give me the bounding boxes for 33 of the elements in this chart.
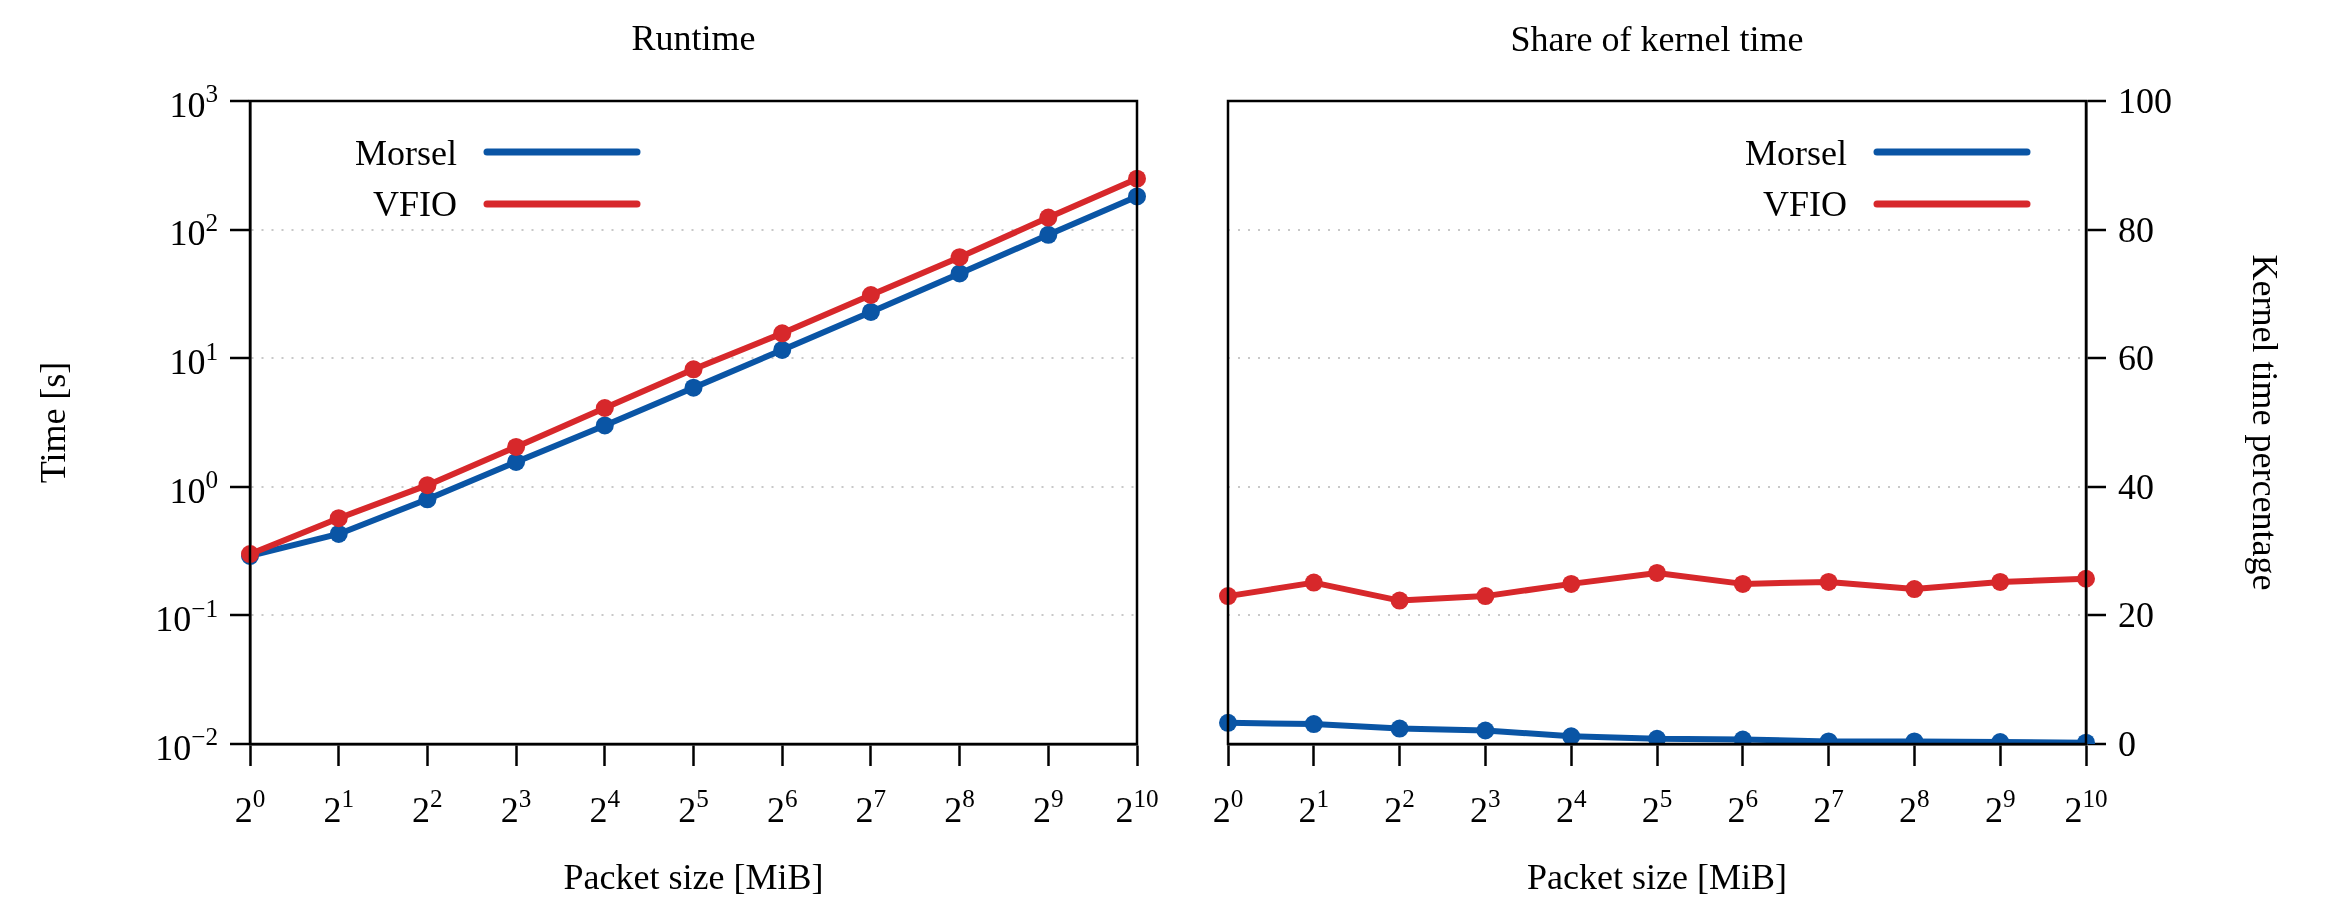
legend-label: VFIO <box>1762 184 1848 224</box>
point <box>861 286 880 305</box>
y2-tick-label: 100 <box>2118 81 2172 121</box>
point <box>684 378 703 397</box>
point <box>773 324 792 343</box>
point <box>684 360 703 379</box>
y2-tick-label: 20 <box>2118 595 2154 636</box>
y2-tick-label: 80 <box>2118 209 2154 250</box>
x-axis-title: Packet size [MiB] <box>563 857 824 897</box>
y2-tick-label: 40 <box>2118 466 2154 507</box>
chart-title: Share of kernel time <box>1510 19 1804 59</box>
point <box>1039 225 1058 244</box>
chart-title: Runtime <box>631 18 756 58</box>
y2-tick-label: 60 <box>2118 338 2154 379</box>
y2-axis-title: Kernel time percentage <box>2244 254 2285 591</box>
point <box>507 437 526 456</box>
legend-label: Morsel <box>1745 132 1848 173</box>
point <box>950 248 969 267</box>
point <box>595 416 614 435</box>
point <box>950 264 969 283</box>
point <box>595 399 614 417</box>
legend-label: VFIO <box>372 184 458 224</box>
point <box>1039 208 1058 227</box>
point <box>861 302 880 321</box>
y-axis-title: Time [s] <box>33 361 73 484</box>
point <box>329 524 348 543</box>
y2-tick-label: 0 <box>2118 724 2136 764</box>
point <box>507 452 526 471</box>
point <box>418 476 437 495</box>
point <box>329 509 348 528</box>
legend-label: Morsel <box>355 132 458 173</box>
point <box>773 340 792 359</box>
x-axis-title: Packet size [MiB] <box>1527 857 1787 897</box>
